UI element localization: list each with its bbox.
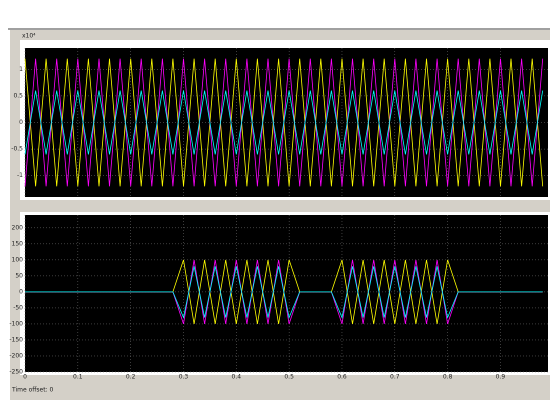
y-tick-label: -250 xyxy=(9,369,23,376)
x-tick-label: 0.2 xyxy=(126,374,136,381)
y-tick-label: 50 xyxy=(15,272,23,279)
y-tick-label: 0 xyxy=(19,119,23,126)
y-tick-label: 100 xyxy=(12,256,24,263)
y-tick-label: 0 xyxy=(19,288,23,295)
x-tick-label: 0.8 xyxy=(443,374,453,381)
y-tick-label: 200 xyxy=(12,224,24,231)
y-tick-label: 0.5 xyxy=(13,92,23,99)
y-tick-label: -100 xyxy=(9,320,23,327)
y-tick-label: -1 xyxy=(17,172,23,179)
y-tick-label: -50 xyxy=(13,304,23,311)
x-tick-label: 0 xyxy=(23,374,27,381)
frame-edge xyxy=(8,28,550,30)
x-tick-label: 0.5 xyxy=(284,374,294,381)
signal-line xyxy=(24,90,544,155)
signal-line xyxy=(25,266,543,319)
x-tick-label: 0.4 xyxy=(232,374,242,381)
plot-area xyxy=(25,215,548,372)
x-tick-label: 0.1 xyxy=(73,374,83,381)
x-tick-label: 0.9 xyxy=(496,374,506,381)
y-tick-label: 1 xyxy=(19,66,23,73)
y-tick-label: 150 xyxy=(12,240,24,247)
time-offset: Time offset: 0 xyxy=(11,387,53,394)
x-tick-label: 0.7 xyxy=(390,374,400,381)
x-tick-label: 0.3 xyxy=(179,374,189,381)
x-tick-label: 0.6 xyxy=(337,374,347,381)
exponent-label: x10⁴ xyxy=(22,33,36,40)
y-tick-label: -200 xyxy=(9,352,23,359)
y-tick-label: -150 xyxy=(9,336,23,343)
y-tick-label: -0.5 xyxy=(11,146,23,153)
